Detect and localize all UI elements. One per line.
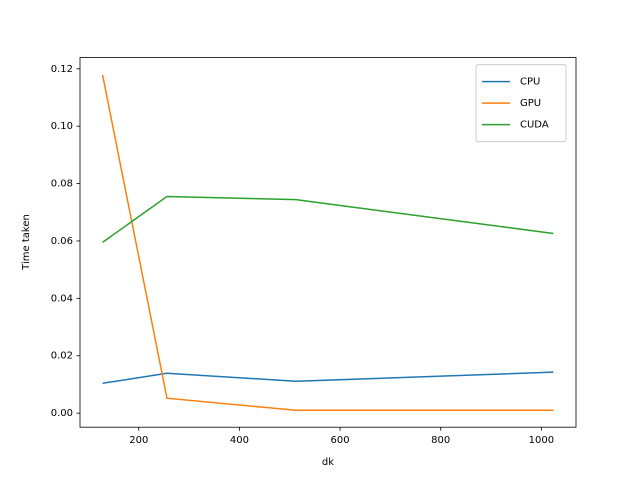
legend-label: CPU bbox=[520, 77, 540, 88]
y-tick-label: 0.12 bbox=[51, 64, 73, 75]
y-tick-label: 0.08 bbox=[51, 179, 73, 190]
y-tick-label: 0.04 bbox=[51, 293, 73, 304]
line-series bbox=[102, 371, 554, 385]
x-tick-label: 600 bbox=[331, 435, 350, 446]
y-tick-label: 0.00 bbox=[51, 408, 73, 419]
y-tick-label: 0.02 bbox=[51, 351, 73, 362]
x-axis-label: dk bbox=[322, 457, 334, 468]
plot-frame bbox=[79, 57, 577, 428]
legend-box bbox=[475, 64, 567, 143]
x-tick-label: 800 bbox=[431, 435, 450, 446]
x-tick-label: 1000 bbox=[529, 435, 554, 446]
y-tick-label: 0.10 bbox=[51, 121, 73, 132]
y-tick-label: 0.06 bbox=[51, 236, 73, 247]
line-series bbox=[102, 195, 554, 244]
x-tick-label: 200 bbox=[129, 435, 148, 446]
x-tick-label: 400 bbox=[230, 435, 249, 446]
line-series bbox=[101, 74, 554, 412]
y-axis-label: Time taken bbox=[21, 214, 32, 271]
legend-label: CUDA bbox=[520, 120, 549, 131]
legend-label: GPU bbox=[520, 98, 541, 109]
